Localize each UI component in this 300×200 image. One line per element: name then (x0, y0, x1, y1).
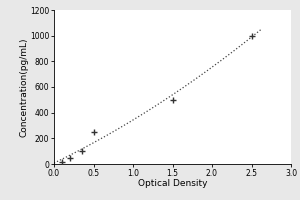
Y-axis label: Concentration(pg/mL): Concentration(pg/mL) (20, 37, 28, 137)
X-axis label: Optical Density: Optical Density (138, 179, 207, 188)
